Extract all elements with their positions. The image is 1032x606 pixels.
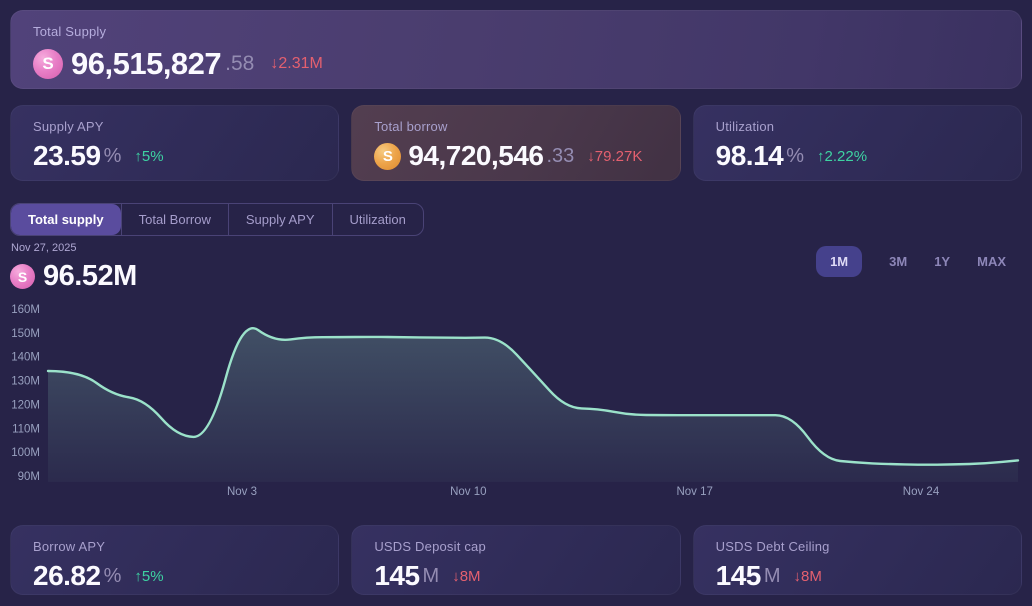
top-stats-row: Supply APY 23.59 % ↑5% Total borrow S 94… xyxy=(10,105,1022,181)
borrow-apy-delta: ↑5% xyxy=(134,567,164,585)
range-1m[interactable]: 1M xyxy=(816,246,863,277)
borrow-apy-card: Borrow APY 26.82 % ↑5% xyxy=(10,525,340,595)
total-supply-card: Total Supply S 96,515,827 .58 ↓2.31M xyxy=(10,10,1022,89)
y-axis-tick: 120M xyxy=(11,399,40,411)
utilization-value: 98.14 xyxy=(715,140,784,171)
x-axis-tick: Nov 3 xyxy=(227,486,257,498)
range-1y[interactable]: 1Y xyxy=(934,254,951,269)
supply-apy-delta: ↑5% xyxy=(134,147,164,165)
time-range-selector: 1M 3M 1Y MAX xyxy=(816,245,1006,278)
y-axis-tick: 150M xyxy=(11,328,40,340)
debt-ceiling-delta: ↓8M xyxy=(793,567,822,585)
total-borrow-label: Total borrow xyxy=(374,119,448,134)
token-glyph: S xyxy=(382,147,393,165)
spark-token-icon: S xyxy=(33,49,63,79)
deposit-cap-value: 145 xyxy=(374,560,420,591)
y-axis: 160M 150M 140M 130M 120M 110M 100M 90M xyxy=(11,304,40,483)
total-borrow-card: Total borrow S 94,720,546 .33 ↓79.27K xyxy=(351,105,681,181)
y-axis-tick: 130M xyxy=(11,376,40,388)
total-supply-label: Total Supply xyxy=(33,24,107,39)
total-borrow-delta: ↓79.27K xyxy=(587,147,643,165)
tab-utilization[interactable]: Utilization xyxy=(331,204,423,235)
range-3m[interactable]: 3M xyxy=(889,254,908,269)
tab-total-borrow[interactable]: Total Borrow xyxy=(120,204,228,235)
range-max[interactable]: MAX xyxy=(977,254,1006,269)
tab-total-supply[interactable]: Total supply xyxy=(11,204,121,235)
tab-supply-apy[interactable]: Supply APY xyxy=(227,204,332,235)
chart-hover-date: Nov 27, 2025 xyxy=(11,242,77,254)
total-supply-delta: ↓2.31M xyxy=(270,55,323,72)
utilization-suffix: % xyxy=(786,144,805,167)
y-axis-tick: 160M xyxy=(11,304,40,316)
supply-apy-label: Supply APY xyxy=(33,119,104,134)
chart-metric-tabs: Total supply Total Borrow Supply APY Uti… xyxy=(10,203,424,236)
total-borrow-value: 94,720,546 xyxy=(408,140,544,171)
debt-ceiling-suffix: M xyxy=(763,564,781,587)
supply-apy-value: 23.59 xyxy=(33,140,101,171)
total-supply-value: 96,515,827 xyxy=(71,46,222,81)
borrow-apy-suffix: % xyxy=(103,564,122,587)
y-axis-tick: 110M xyxy=(12,423,40,435)
y-axis-tick: 90M xyxy=(18,471,40,483)
borrow-apy-label: Borrow APY xyxy=(33,539,106,554)
chart-hover-value-row: S 96.52M xyxy=(10,260,137,293)
chart-area-fill xyxy=(48,328,1018,482)
utilization-label: Utilization xyxy=(715,119,775,134)
token-glyph: S xyxy=(42,54,54,73)
chart-hover-value: 96.52M xyxy=(43,260,137,292)
x-axis: Nov 3 Nov 10 Nov 17 Nov 24 xyxy=(227,486,940,498)
deposit-cap-delta: ↓8M xyxy=(452,567,481,585)
x-axis-tick: Nov 24 xyxy=(903,486,940,498)
borrow-apy-value: 26.82 xyxy=(33,560,101,591)
total-supply-fraction: .58 xyxy=(225,52,255,75)
deposit-cap-card: USDS Deposit cap 145 M ↓8M xyxy=(351,525,681,595)
debt-ceiling-card: USDS Debt Ceiling 145 M ↓8M xyxy=(692,525,1022,595)
utilization-delta: ↑2.22% xyxy=(817,147,868,165)
debt-ceiling-label: USDS Debt Ceiling xyxy=(715,539,830,554)
utilization-card: Utilization 98.14 % ↑2.22% xyxy=(692,105,1022,181)
deposit-cap-suffix: M xyxy=(422,564,440,587)
spark-token-icon: S xyxy=(10,264,35,289)
x-axis-tick: Nov 10 xyxy=(450,486,486,498)
susds-token-icon: S xyxy=(374,142,402,170)
total-borrow-fraction: .33 xyxy=(546,144,575,167)
supply-apy-card: Supply APY 23.59 % ↑5% xyxy=(10,105,340,181)
y-axis-tick: 140M xyxy=(11,352,40,364)
supply-apy-suffix: % xyxy=(103,144,122,167)
deposit-cap-label: USDS Deposit cap xyxy=(374,539,486,554)
token-glyph: S xyxy=(17,268,28,285)
bottom-stats-row: Borrow APY 26.82 % ↑5% USDS Deposit cap … xyxy=(10,525,1022,595)
chart-line xyxy=(46,327,1020,466)
y-axis-tick: 100M xyxy=(11,447,40,459)
x-axis-tick: Nov 17 xyxy=(676,486,712,498)
debt-ceiling-value: 145 xyxy=(715,560,762,591)
